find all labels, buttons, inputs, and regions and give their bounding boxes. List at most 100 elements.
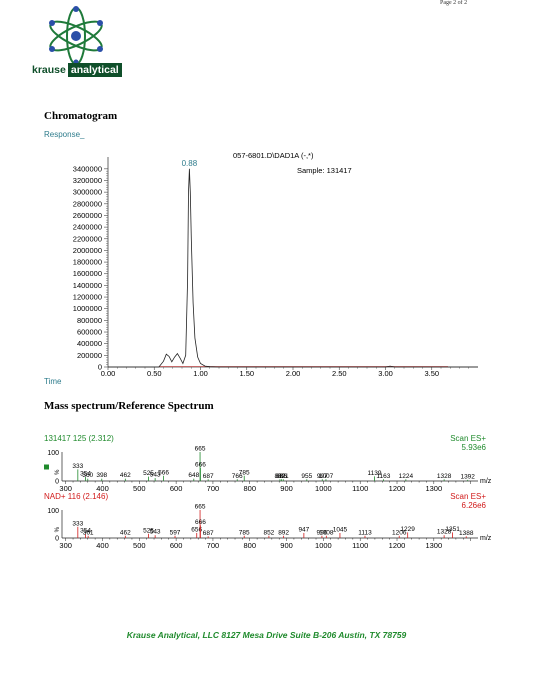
spectrum-peak-label: 1392: [460, 473, 475, 480]
spectrum-legend-swatch: [44, 464, 49, 470]
spectrum-peak-label: 1388: [459, 530, 474, 537]
y-tick-label: 1600000: [73, 269, 102, 278]
spectrum-peak-label: 360: [82, 472, 93, 479]
spectrum-peak-label: 665: [195, 446, 206, 453]
spectrum-peak-label: 1351: [445, 526, 460, 533]
spectrum-x-tick-label: 500: [133, 484, 146, 493]
spectrum-x-tick-label: 1200: [389, 484, 406, 493]
spectrum-x-tick-label: 1300: [425, 541, 442, 550]
spectrum-y-zero-label: 0: [55, 479, 59, 486]
spectrum-peak-label: 1045: [333, 526, 348, 533]
spectrum-peak-label: 1328: [437, 473, 452, 480]
spectrum-peak-label: 656: [191, 526, 202, 533]
spectrum-x-tick-label: 1100: [352, 541, 368, 550]
logo-word-krause: krause: [32, 64, 66, 76]
mass-spectrum-panel-1: 131417 125 (2.312) Scan ES+5.93e61000%300…: [44, 434, 492, 493]
spectrum-x-tick-label: 1000: [315, 484, 332, 493]
spectrum-peak-label: 354: [80, 528, 91, 535]
spectrum-max-intensity: 6.26e6: [462, 501, 487, 510]
spectrum-peak-label: 955: [301, 473, 312, 480]
spectrum-peak-label: 1113: [358, 529, 372, 536]
spectrum-peak-label: 785: [239, 469, 250, 476]
spectrum-x-tick-label: 500: [133, 541, 146, 550]
x-tick-label: 0.50: [147, 369, 162, 378]
spectrum-peak-label: 766: [232, 473, 243, 480]
chromatogram-title: Chromatogram: [44, 110, 118, 122]
spectrum-y-top-label: 100: [47, 508, 59, 515]
logo-word-analytical: analytical: [67, 63, 122, 77]
spectrum-max-intensity: 5.93e6: [462, 443, 487, 452]
y-tick-label: 2200000: [73, 234, 102, 243]
chromatogram-y-label: Response_: [44, 130, 85, 139]
chromatogram-sample-label: Sample: 131417: [297, 166, 352, 175]
spectrum-x-unit: m/z: [480, 535, 492, 542]
spectrum-y-percent-label: %: [55, 526, 61, 532]
spectrum-peak-label: 543: [150, 529, 161, 536]
spectrum-peak-label: 543: [150, 472, 161, 479]
spectrum-x-tick-label: 700: [207, 541, 220, 550]
spectrum-x-tick-label: 1100: [352, 484, 368, 493]
spectrum-x-tick-label: 400: [96, 484, 109, 493]
spectrum-peak-label: 687: [203, 530, 214, 537]
spectrum-peak-label: 648: [188, 472, 199, 479]
spectrum-x-tick-label: 1000: [315, 541, 332, 550]
spectrum-peak-label: 947: [298, 526, 309, 533]
spectrum-x-tick-label: 600: [170, 484, 183, 493]
y-tick-label: 1800000: [73, 258, 102, 267]
y-tick-label: 0: [98, 363, 102, 372]
spectrum-x-tick-label: 700: [207, 484, 220, 493]
spectrum-peak-label: 566: [158, 469, 169, 476]
y-tick-label: 1000000: [73, 304, 102, 313]
x-tick-label: 1.50: [239, 369, 254, 378]
page-number: Page 2 of 2: [440, 0, 468, 6]
y-tick-label: 2000000: [73, 246, 102, 255]
spectrum-peak-label: 997: [317, 473, 328, 480]
y-tick-label: 1200000: [73, 293, 102, 302]
spectrum-peak-label: 1229: [400, 526, 415, 533]
spectrum-header-left: NAD+ 116 (2.146): [44, 492, 108, 501]
y-tick-label: 400000: [77, 339, 102, 348]
spectrum-peak-label: 996: [316, 529, 327, 536]
spectrum-peak-label: 1328: [437, 529, 452, 536]
spectrum-peak-label: 361: [83, 529, 94, 536]
x-tick-label: 2.50: [332, 369, 347, 378]
spectrum-peak-label: 354: [80, 470, 91, 477]
spectrum-peak-label: 333: [72, 463, 83, 470]
x-tick-label: 3.00: [378, 369, 393, 378]
spectrum-peak-label: 1139: [368, 470, 382, 477]
spectrum-peak-label: 462: [120, 472, 131, 479]
logo-wordmark: krause analytical: [28, 62, 122, 78]
spectrum-peak-label: 882: [275, 473, 286, 480]
y-tick-label: 2600000: [73, 211, 102, 220]
spectrum-peak-label: 666: [195, 519, 206, 526]
spectrum-peak-label: 665: [195, 504, 206, 511]
spectrum-header-right: Scan ES+: [450, 434, 486, 443]
spectrum-peak-label: 398: [96, 472, 107, 479]
y-tick-label: 2400000: [73, 223, 102, 232]
spectrum-peak-label: 597: [170, 529, 181, 536]
spectrum-x-tick-label: 900: [280, 484, 293, 493]
spectrum-peak-label: 525: [143, 527, 154, 534]
spectrum-peak-label: 1224: [399, 473, 414, 480]
chromatogram-trace-0: [108, 168, 478, 368]
peak-label: 0.88: [182, 159, 198, 168]
footer-address: Krause Analytical, LLC 8127 Mesa Drive S…: [126, 630, 407, 640]
chromatogram-file-label: 057-6801.D\DAD1A (-,*): [233, 151, 314, 160]
spectrum-peak-label: 891: [278, 473, 289, 480]
spectrum-header-left: 131417 125 (2.312): [44, 434, 114, 443]
spectrum-peak-label: 1008: [319, 529, 334, 536]
spectrum-x-tick-label: 300: [59, 541, 72, 550]
chromatogram-x-label: Time: [44, 377, 62, 386]
x-tick-label: 0.00: [101, 369, 116, 378]
chromatogram-series: 0.88: [108, 159, 478, 368]
spectrum-x-tick-label: 300: [59, 484, 72, 493]
spectrum-x-tick-label: 800: [243, 484, 256, 493]
y-tick-label: 2800000: [73, 199, 102, 208]
spectrum-peak-label: 462: [120, 529, 131, 536]
spectrum-y-top-label: 100: [47, 450, 59, 457]
spectrum-peak-label: 886: [276, 473, 287, 480]
x-tick-label: 2.00: [286, 369, 301, 378]
spectrum-peak-label: 785: [239, 529, 250, 536]
